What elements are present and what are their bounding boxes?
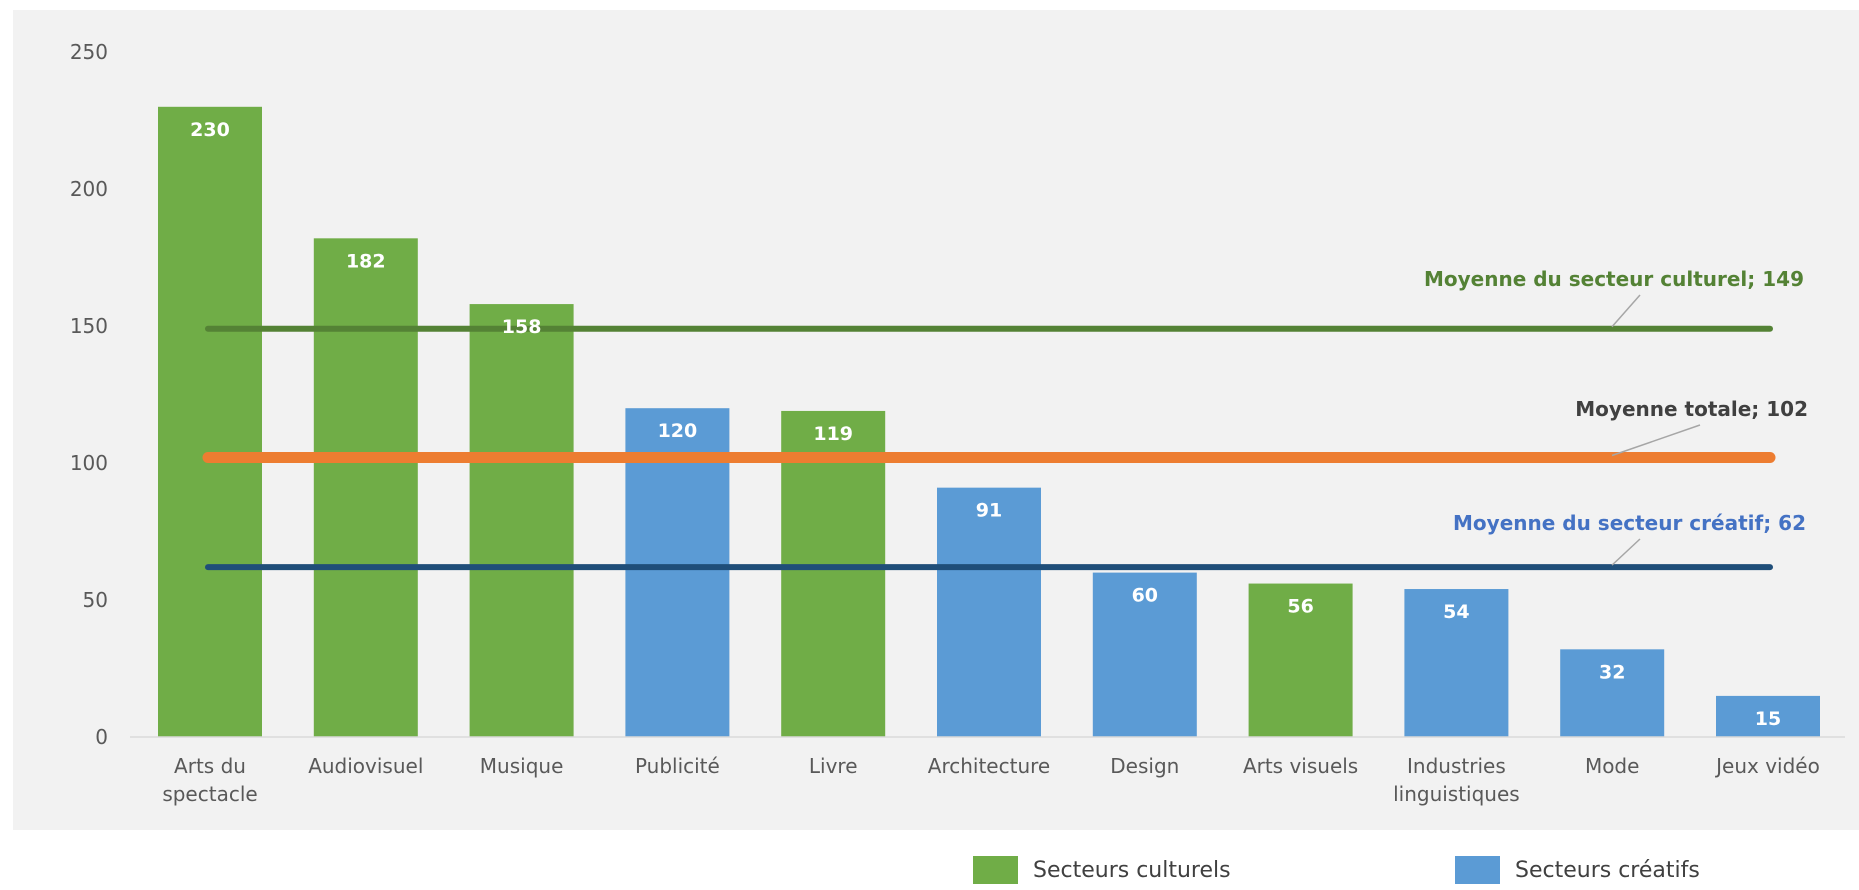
data-label: 120	[658, 420, 698, 442]
x-category-label: Arts visuels	[1243, 754, 1358, 778]
data-label: 56	[1287, 596, 1313, 618]
data-label: 182	[346, 250, 386, 272]
leader-line	[1611, 294, 1641, 328]
reference-lines: Moyenne du secteur culturel; 149 Moyenne …	[202, 267, 1808, 571]
legend-swatch-secteurs-culturels	[973, 856, 1018, 884]
y-tick-label: 200	[70, 177, 108, 201]
data-label: 158	[502, 316, 542, 338]
data-label: 54	[1443, 601, 1469, 623]
legend: Secteurs culturels Secteurs créatifs	[973, 856, 1700, 884]
x-category-label: Arts du spectacle	[162, 754, 257, 806]
bar-arts-visuels	[1248, 583, 1353, 737]
y-tick-label: 50	[83, 588, 108, 612]
leader-line	[1611, 424, 1701, 457]
ref-line-label: Moyenne totale; 102	[1575, 397, 1808, 421]
bar-jeux-video	[1716, 695, 1820, 737]
x-category-label: Industries linguistiques	[1393, 754, 1520, 806]
ref-line-label: Moyenne du secteur créatif; 62	[1453, 511, 1806, 535]
x-category-label: Architecture	[928, 754, 1050, 778]
bar-livre	[781, 410, 886, 737]
data-label: 15	[1755, 708, 1781, 730]
data-label: 91	[976, 500, 1002, 522]
bar-design	[1092, 572, 1197, 737]
data-label: 119	[813, 423, 853, 445]
legend-label: Secteurs créatifs	[1515, 858, 1700, 883]
ref-line-label: Moyenne du secteur culturel; 149	[1424, 267, 1804, 291]
y-tick-label: 0	[95, 725, 108, 749]
bar-mode	[1560, 649, 1665, 737]
bar-arts-du-spectacle	[158, 106, 262, 738]
x-axis-categories: Arts du spectacle Audiovisuel Musique Public…	[162, 754, 1820, 806]
x-category-label: Audiovisuel	[308, 754, 423, 778]
legend-swatch-secteurs-creatifs	[1455, 856, 1500, 884]
y-tick-label: 250	[70, 40, 108, 64]
bar-industries-linguistiques	[1404, 589, 1509, 737]
data-label: 60	[1132, 585, 1158, 607]
data-label: 32	[1599, 661, 1625, 683]
x-category-label: Design	[1110, 754, 1179, 778]
data-label: 230	[190, 119, 230, 141]
x-category-label: Musique	[480, 754, 564, 778]
x-category-label: Mode	[1585, 754, 1640, 778]
x-category-label: Publicité	[635, 754, 720, 778]
bar-musique	[469, 304, 574, 737]
y-axis-ticks: 0 50 100 150 200 250	[70, 40, 108, 749]
bar-architecture	[937, 487, 1041, 737]
x-category-label: Jeux vidéo	[1714, 754, 1820, 778]
data-labels: 230 182 158 120 119 91 60 56 54 32 15	[190, 119, 1781, 730]
x-category-label: Livre	[809, 754, 858, 778]
y-tick-label: 150	[70, 314, 108, 338]
y-tick-label: 100	[70, 451, 108, 475]
legend-label: Secteurs culturels	[1033, 858, 1231, 883]
bar-audiovisuel	[313, 238, 418, 737]
leader-line	[1611, 538, 1641, 566]
